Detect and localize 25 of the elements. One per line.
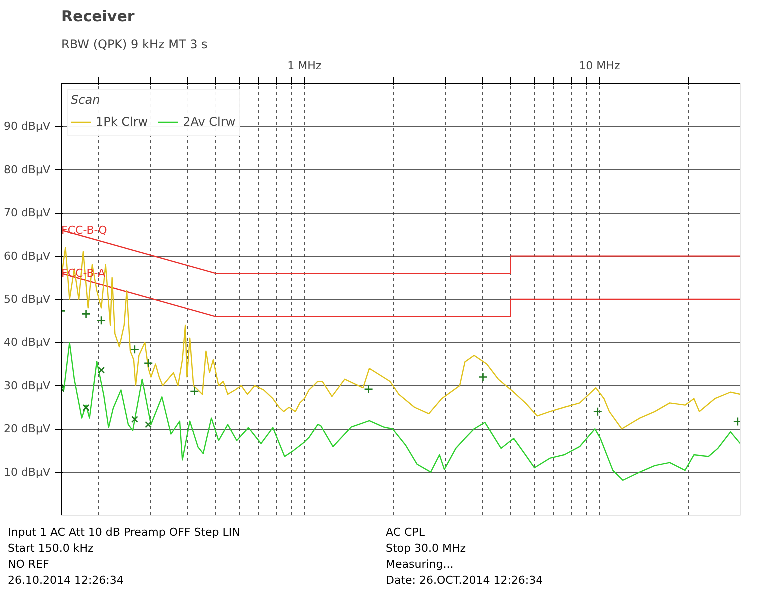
- legend-title: Scan: [71, 93, 102, 107]
- text: Stop 30.0 MHz: [386, 541, 466, 557]
- text: Input 1 AC Att 10 dB Preamp OFF Step LIN: [8, 525, 240, 541]
- y-tick-label: 50 dBµV: [4, 293, 51, 306]
- text: AC CPL: [386, 525, 425, 541]
- text: NO REF: [8, 557, 50, 573]
- y-tick-label: 70 dBµV: [4, 206, 51, 220]
- y-tick-label: 30 dBµV: [4, 379, 51, 392]
- chart-title: Receiver: [62, 8, 136, 26]
- y-tick-label: 90 dBµV: [4, 120, 51, 134]
- text: 26.10.2014 12:26:34: [8, 573, 124, 589]
- y-tick-label: 20 dBµV: [4, 422, 51, 436]
- y-tick-label: 80 dBµV: [4, 163, 51, 176]
- legend-label: 2Av Clrw: [183, 115, 236, 129]
- y-tick-label: 40 dBµV: [4, 336, 51, 350]
- x-tick-label: 1 MHz: [288, 60, 322, 72]
- text: Start 150.0 kHz: [8, 541, 94, 557]
- chart-subtitle: RBW (QPK) 9 kHz MT 3 s: [62, 38, 208, 52]
- annotation: FCC-B-Q: [62, 224, 108, 237]
- text: Date: 26.OCT.2014 12:26:34: [386, 573, 544, 589]
- y-tick-label: 10 dBµV: [4, 466, 51, 479]
- x-tick-label: 10 MHz: [579, 60, 620, 72]
- legend-label: 1Pk Clrw: [96, 115, 148, 129]
- y-tick-label: 60 dBµV: [4, 250, 51, 263]
- text: Measuring...: [386, 557, 454, 573]
